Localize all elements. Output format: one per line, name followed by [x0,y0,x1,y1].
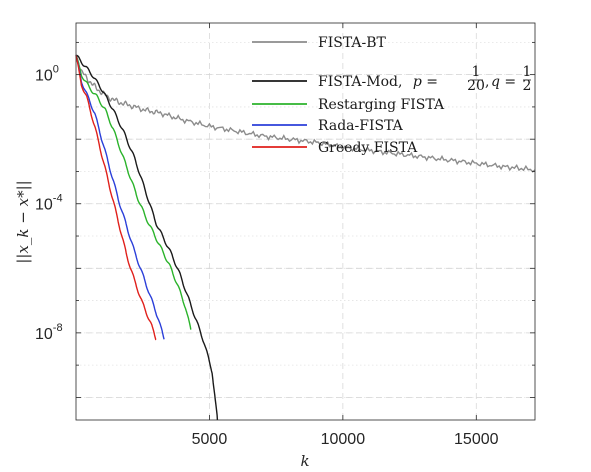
x-tick-label: 5000 [192,431,228,448]
legend-label-rada-fista: Rada-FISTA [318,118,404,134]
legend-fista-mod-p: p = [413,74,438,90]
legend-label-restarging-fista: Restarging FISTA [318,97,445,113]
y-tick-label: 100 [35,64,59,85]
legend-label-greedy-fista: Greedy FISTA [318,140,418,156]
legend-fista-mod-comma: , [485,74,489,90]
plot-background [76,23,535,420]
legend-fista-mod-p-den: 20 [467,78,485,94]
series-line-1 [75,54,219,421]
grid [76,23,535,420]
x-axis-label: k [300,452,309,470]
y-tick-label: 10-4 [35,193,63,214]
series-line-2 [75,55,192,330]
x-axis-ticks: 5000 10000 15000 [192,23,499,448]
x-tick-label: 10000 [321,431,366,448]
legend-fista-mod-p-num: 1 [472,64,481,80]
y-axis-ticks: 100 10-4 10-8 [35,41,535,398]
legend: FISTA-BT FISTA-Mod, p = 1 20 , q = 1 2 R… [252,35,531,156]
series-layer [75,54,536,421]
series-line-3 [75,55,165,340]
x-tick-label: 15000 [454,431,499,448]
legend-label-fista-mod: FISTA-Mod, p = [318,74,438,90]
legend-label-fista-bt: FISTA-BT [318,35,387,51]
legend-fista-mod-name: FISTA-Mod, [318,74,402,90]
legend-fista-mod-q-den: 2 [523,78,532,94]
series-line-4 [75,55,157,341]
y-tick-label: 10-8 [35,322,63,343]
legend-fista-mod-q: q = [491,74,516,90]
y-axis-label: ||x_k − x*|| [14,180,32,263]
legend-fista-mod-q-num: 1 [523,64,532,80]
axes-box [75,22,536,421]
